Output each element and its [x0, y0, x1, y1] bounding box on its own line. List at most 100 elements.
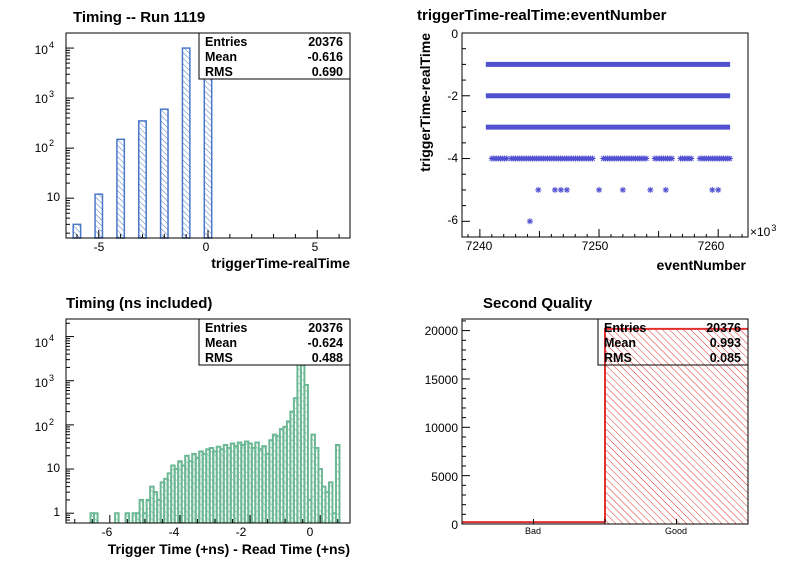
x-tick-label: -4: [169, 525, 180, 539]
histogram-bin: [178, 461, 182, 523]
histogram-bin: [286, 421, 291, 523]
histogram-bin: [328, 482, 333, 523]
stats-box: Entries 20376 Mean -0.624 RMS 0.488: [198, 318, 351, 366]
stats-mean-label: Mean: [205, 50, 237, 64]
histogram-bin: [290, 411, 294, 523]
x-tick-label: 0: [307, 525, 314, 539]
histogram-bin: [335, 445, 340, 523]
scatter-point: [589, 155, 596, 162]
histogram-bin: [164, 478, 168, 523]
scatter-point: [726, 155, 733, 162]
histogram-bin-outline: [334, 444, 341, 523]
histogram-bars: [89, 322, 341, 523]
histogram-bin: [213, 451, 217, 523]
stats-rms-value: 0.690: [312, 65, 343, 79]
stats-mean-label: Mean: [205, 336, 237, 350]
histogram-bars: [462, 327, 748, 524]
y-tick-label: 10: [47, 461, 61, 475]
stats-box: Entries 20376 Mean -0.616 RMS 0.690: [198, 32, 351, 80]
y-tick-label: 104: [35, 40, 54, 57]
histogram-bin: [153, 492, 158, 523]
stats-rms-value: 0.488: [312, 351, 343, 365]
stats-rms-label: RMS: [205, 351, 233, 365]
histogram-bin: [157, 499, 161, 523]
stats-mean-label: Mean: [604, 336, 636, 350]
x-tick-label: -2: [236, 525, 247, 539]
y-tick-label: 20000: [425, 324, 459, 338]
x-tick-label: 5: [312, 240, 319, 254]
x-tick-label: -6: [102, 525, 113, 539]
histogram-bin: [325, 492, 329, 523]
histogram-bin-outline: [93, 512, 99, 523]
y-tick-label: 1: [53, 505, 60, 519]
stats-entries-value: 20376: [706, 321, 741, 335]
chart-title: Timing -- Run 1119: [73, 9, 205, 26]
scatter-point: [709, 186, 716, 193]
scatter-point: [557, 186, 564, 193]
scatter-point: [668, 155, 675, 162]
histogram-bin: [223, 445, 228, 523]
histogram-bin: [209, 447, 214, 523]
y-tick-label: 103: [35, 89, 54, 106]
y-tick-label: 0: [451, 27, 458, 41]
histogram-bin: [90, 513, 95, 523]
x-axis-label: Trigger Time (+ns) - Read Time (+ns): [108, 541, 350, 557]
stats-entries-label: Entries: [205, 321, 247, 335]
stats-mean-value: -0.624: [308, 336, 343, 350]
x-tick-label: 7250: [582, 239, 609, 253]
panel-second-quality: Second Quality 0 5000 10000 15000 20000 …: [425, 295, 749, 536]
y-tick-label: 10: [47, 190, 61, 204]
histogram-bin: [283, 426, 287, 523]
histogram-bar-outline: [604, 327, 748, 523]
x-tick-label: 7240: [466, 239, 493, 253]
histogram-bin: [202, 453, 207, 523]
histogram-bin: [146, 499, 151, 523]
histogram-bin-outline: [114, 512, 120, 523]
scatter-point: [535, 186, 542, 193]
scatter-point: [662, 186, 669, 193]
chart-title: triggerTime-realTime:eventNumber: [417, 7, 667, 24]
histogram-bin: [115, 513, 119, 523]
scatter-point: [715, 186, 722, 193]
histogram-bin: [241, 445, 245, 523]
y-axis-label: triggerTime-realTime: [417, 33, 433, 172]
histogram-bar: [137, 120, 147, 239]
scatter-band: [485, 61, 731, 67]
histogram-bin: [160, 482, 165, 523]
stats-entries-label: Entries: [205, 35, 247, 49]
scatter-point: [619, 186, 626, 193]
histogram-bin: [304, 385, 308, 523]
histogram-bin: [227, 447, 231, 523]
histogram-bin: [167, 473, 172, 523]
histogram-bin: [139, 499, 144, 523]
histogram-bin: [255, 442, 259, 523]
panel-timing-ns: Timing (ns included) -6 -4 -2 0 1 10 102…: [35, 295, 351, 557]
stats-rms-label: RMS: [604, 351, 632, 365]
histogram-bin: [314, 447, 319, 523]
stats-entries-label: Entries: [604, 321, 646, 335]
histogram-bin: [181, 465, 186, 523]
histogram-bin: [185, 455, 189, 523]
histogram-bin-outline: [138, 498, 145, 523]
y-tick-label: 10000: [425, 421, 459, 435]
y-tick-label: 0: [451, 518, 458, 532]
histogram-bin: [258, 449, 263, 523]
scatter-point: [563, 186, 570, 193]
stats-mean-value: 0.993: [710, 336, 741, 350]
x-axis-label: triggerTime-realTime: [211, 255, 350, 271]
histogram-bin: [136, 513, 140, 523]
histogram-bin: [297, 363, 301, 523]
histogram-bin: [199, 451, 203, 523]
histogram-bar: [116, 138, 126, 239]
histogram-bin: [234, 446, 238, 523]
histogram-bin: [230, 443, 235, 523]
histogram-bin-outline: [124, 512, 131, 523]
scatter-point: [688, 155, 695, 162]
histogram-bin: [293, 398, 298, 523]
scatter-points: [485, 61, 733, 225]
histogram-bin: [318, 469, 322, 523]
histogram-bin: [269, 440, 273, 523]
histogram-bar: [159, 108, 169, 239]
y-tick-label: 5000: [431, 470, 458, 484]
category-label: Good: [665, 526, 687, 536]
